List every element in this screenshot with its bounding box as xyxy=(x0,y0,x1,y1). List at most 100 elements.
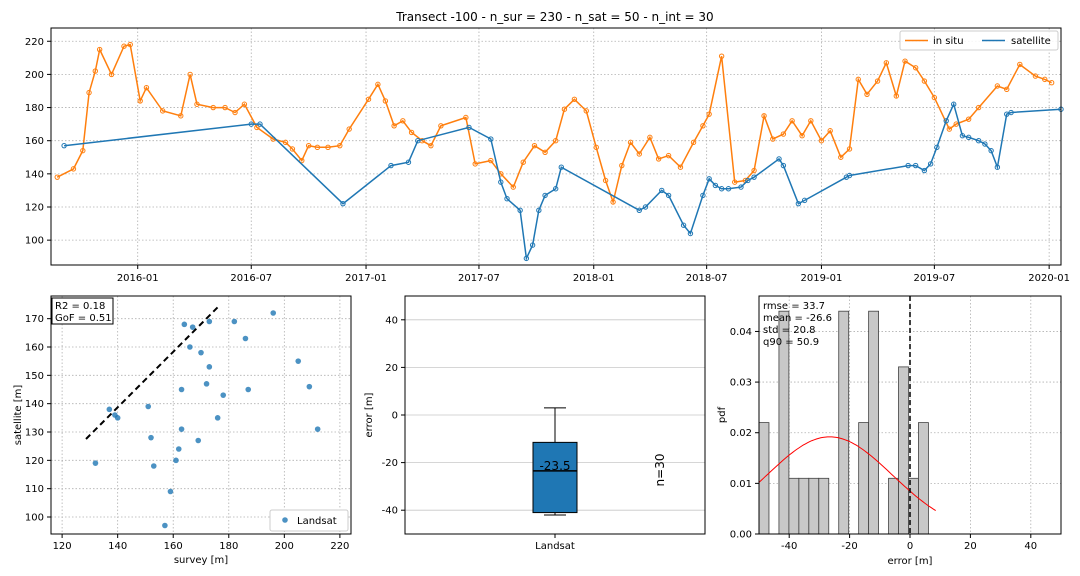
data-point-satellite xyxy=(801,197,808,204)
scatter-point xyxy=(220,392,227,398)
y-tick-label: 20 xyxy=(385,363,398,374)
data-point-in-situ xyxy=(1042,76,1048,83)
y-tick-label: -20 xyxy=(382,458,398,469)
scatter-point xyxy=(306,383,313,390)
data-point-satellite xyxy=(388,162,394,169)
y-tick-label: 40 xyxy=(385,315,398,326)
y-tick-label: 170 xyxy=(25,314,44,325)
chart-title: Transect -100 - n_sur = 230 - n_sat = 50… xyxy=(395,10,713,24)
data-point-in-situ xyxy=(210,104,216,111)
data-point-satellite xyxy=(934,144,940,151)
data-point-in-situ xyxy=(194,101,200,107)
data-point-satellite xyxy=(687,230,694,237)
data-point-satellite xyxy=(706,176,712,182)
data-point-in-situ xyxy=(583,108,589,114)
data-point-in-situ xyxy=(531,142,538,149)
data-point-in-situ xyxy=(700,123,706,129)
data-point-in-situ xyxy=(902,58,908,64)
boxplot-ylabel: error [m] xyxy=(364,392,375,437)
data-point-satellite xyxy=(959,133,966,139)
data-point-in-situ xyxy=(346,126,352,132)
data-point-in-situ xyxy=(732,179,738,185)
x-tick-label: 200 xyxy=(275,541,294,552)
data-point-in-situ xyxy=(561,106,568,112)
y-tick-label: -40 xyxy=(382,506,398,517)
y-tick-label: 0 xyxy=(392,411,398,422)
y-tick-label: 110 xyxy=(25,484,44,495)
data-point-in-situ xyxy=(488,157,494,164)
data-point-satellite xyxy=(680,222,687,228)
histogram-stats: rmse = 33.7 mean = -26.6 std = 20.8 q90 … xyxy=(763,301,832,348)
data-point-in-situ xyxy=(751,167,757,174)
data-point-satellite xyxy=(950,101,957,107)
data-point-in-situ xyxy=(921,78,928,84)
y-tick-label: 0.03 xyxy=(730,378,752,389)
data-point-satellite xyxy=(718,186,725,192)
data-point-satellite xyxy=(712,182,719,189)
data-point-satellite xyxy=(994,164,1001,170)
y-tick-label: 160 xyxy=(25,343,44,354)
data-point-satellite xyxy=(943,118,949,124)
histogram-xlabel: error [m] xyxy=(888,556,933,567)
data-point-satellite xyxy=(488,136,494,142)
y-tick-label: 0.04 xyxy=(730,327,752,338)
x-tick-label: Landsat xyxy=(535,541,575,552)
x-tick-label: 2016-07 xyxy=(230,273,272,284)
data-point-in-situ xyxy=(108,71,115,78)
data-point-in-situ xyxy=(799,133,805,139)
data-point-in-situ xyxy=(325,144,331,151)
x-tick-label: 2016-01 xyxy=(117,273,159,284)
data-point-in-situ xyxy=(408,129,415,136)
data-point-satellite xyxy=(529,242,536,248)
scatter-point xyxy=(206,364,213,370)
data-point-in-situ xyxy=(946,126,953,132)
data-point-satellite xyxy=(965,134,972,141)
y-tick-label: 0.01 xyxy=(730,479,752,490)
data-point-satellite xyxy=(415,137,421,144)
data-point-in-situ xyxy=(1004,86,1010,93)
data-point-in-situ xyxy=(143,84,150,91)
scatter-point xyxy=(173,457,179,464)
data-point-in-situ xyxy=(92,68,98,74)
data-point-satellite xyxy=(921,167,928,174)
histogram-panel: -40 -20 0 20 40 0.00 0.01 0.02 0.03 0.04 rmse = 3… xyxy=(717,295,1062,567)
data-point-in-situ xyxy=(655,156,662,162)
stat-std: std = 20.8 xyxy=(763,325,815,336)
data-point-in-situ xyxy=(289,146,296,152)
data-point-in-situ xyxy=(337,142,343,149)
stat-q90: q90 = 50.9 xyxy=(763,337,819,348)
data-point-in-situ xyxy=(855,76,861,83)
scatter-legend: Landsat xyxy=(269,509,349,532)
data-point-in-situ xyxy=(619,162,625,169)
y-tick-label: 150 xyxy=(25,371,44,382)
legend-box xyxy=(269,509,349,532)
data-point-satellite xyxy=(988,147,994,154)
data-point-satellite xyxy=(776,156,782,162)
data-point-satellite xyxy=(795,200,802,207)
data-point-satellite xyxy=(542,192,548,199)
scatter-point xyxy=(214,415,221,421)
median-value-label: -23.5 xyxy=(539,459,570,473)
scatter-point xyxy=(206,318,213,325)
x-tick-label: -40 xyxy=(781,541,797,552)
data-point-in-situ xyxy=(299,157,305,164)
stat-gof: GoF = 0.51 xyxy=(55,313,112,324)
scatter-ylabel: satellite [m] xyxy=(13,385,24,446)
data-point-in-situ xyxy=(846,146,853,152)
data-point-in-situ xyxy=(137,98,143,104)
y-tick-label: 140 xyxy=(25,169,44,180)
data-point-in-situ xyxy=(305,142,312,149)
data-point-in-situ xyxy=(391,123,397,129)
data-point-satellite xyxy=(700,192,706,199)
y-tick-label: 120 xyxy=(25,202,44,213)
data-point-in-situ xyxy=(874,78,881,84)
data-point-satellite xyxy=(558,164,565,170)
y-tick-label: 100 xyxy=(25,513,44,524)
data-point-in-situ xyxy=(610,199,616,205)
data-point-in-situ xyxy=(54,174,60,180)
legend-label-landsat: Landsat xyxy=(297,516,337,527)
data-point-in-situ xyxy=(636,151,642,157)
data-point-in-situ xyxy=(80,147,86,154)
y-tick-label: 0.00 xyxy=(730,530,752,541)
data-point-satellite xyxy=(975,137,982,144)
